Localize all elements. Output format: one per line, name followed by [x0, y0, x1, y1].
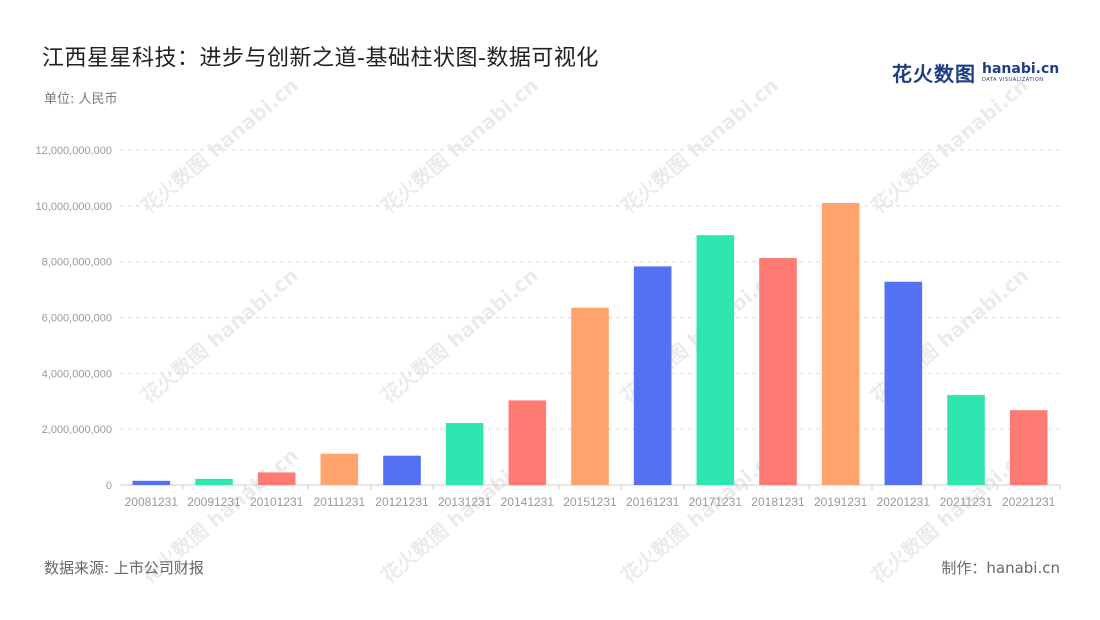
- bar-20131231: [445, 423, 484, 485]
- bar-20181231: [759, 258, 797, 485]
- x-tick-label: 20171231: [689, 495, 743, 509]
- bar-20201231: [884, 281, 923, 485]
- unit-label: 单位: 人民币: [44, 92, 118, 107]
- y-tick-label: 10,000,000,000: [36, 201, 112, 213]
- bar-20111231: [320, 453, 359, 485]
- x-tick-label: 20101231: [250, 495, 304, 509]
- bar-20141231: [508, 400, 547, 485]
- data-source: 数据来源: 上市公司财报: [44, 559, 204, 577]
- maker-credit: 制作：hanabi.cn: [941, 559, 1060, 577]
- x-tick-label: 20091231: [187, 495, 241, 509]
- chart-title: 江西星星科技：进步与创新之道-基础柱状图-数据可视化: [42, 46, 599, 71]
- logo-sub-text: DATA VISUALIZATION: [982, 77, 1044, 83]
- bar-20151231: [571, 307, 609, 485]
- y-tick-label: 2,000,000,000: [42, 424, 112, 436]
- x-tick-label: 20081231: [125, 495, 179, 509]
- x-tick-label: 20151231: [563, 495, 617, 509]
- y-tick-label: 6,000,000,000: [42, 313, 112, 325]
- x-tick-label: 20131231: [438, 495, 492, 509]
- bar-20211231: [947, 395, 985, 485]
- y-tick-label: 0: [106, 480, 112, 492]
- bar-20101231: [257, 472, 296, 485]
- x-tick-label: 20161231: [626, 495, 680, 509]
- brand-logo: 花火数图 hanabi.cn DATA VISUALIZATION: [892, 58, 1059, 87]
- bar-20191231: [821, 203, 860, 485]
- x-tick-label: 20191231: [814, 495, 868, 509]
- y-tick-label: 12,000,000,000: [36, 145, 112, 157]
- bar-20081231: [132, 480, 171, 485]
- x-tick-label: 20201231: [877, 495, 931, 509]
- bar-20221231: [1009, 410, 1048, 485]
- x-tick-label: 20221231: [1002, 495, 1056, 509]
- y-tick-label: 8,000,000,000: [42, 257, 112, 269]
- y-tick-label: 4,000,000,000: [42, 368, 112, 380]
- x-tick-label: 20181231: [751, 495, 805, 509]
- logo-cn-text: 花火数图: [892, 62, 976, 86]
- bar-20171231: [696, 235, 735, 485]
- x-tick-label: 20111231: [314, 495, 366, 509]
- logo-en-text: hanabi.cn: [982, 61, 1060, 77]
- bar-20091231: [195, 478, 233, 485]
- x-tick-label: 20121231: [375, 495, 429, 509]
- bar-20161231: [633, 266, 672, 485]
- bar-20121231: [383, 455, 421, 485]
- x-tick-label: 20141231: [501, 495, 555, 509]
- x-tick-label: 20211231: [940, 495, 993, 509]
